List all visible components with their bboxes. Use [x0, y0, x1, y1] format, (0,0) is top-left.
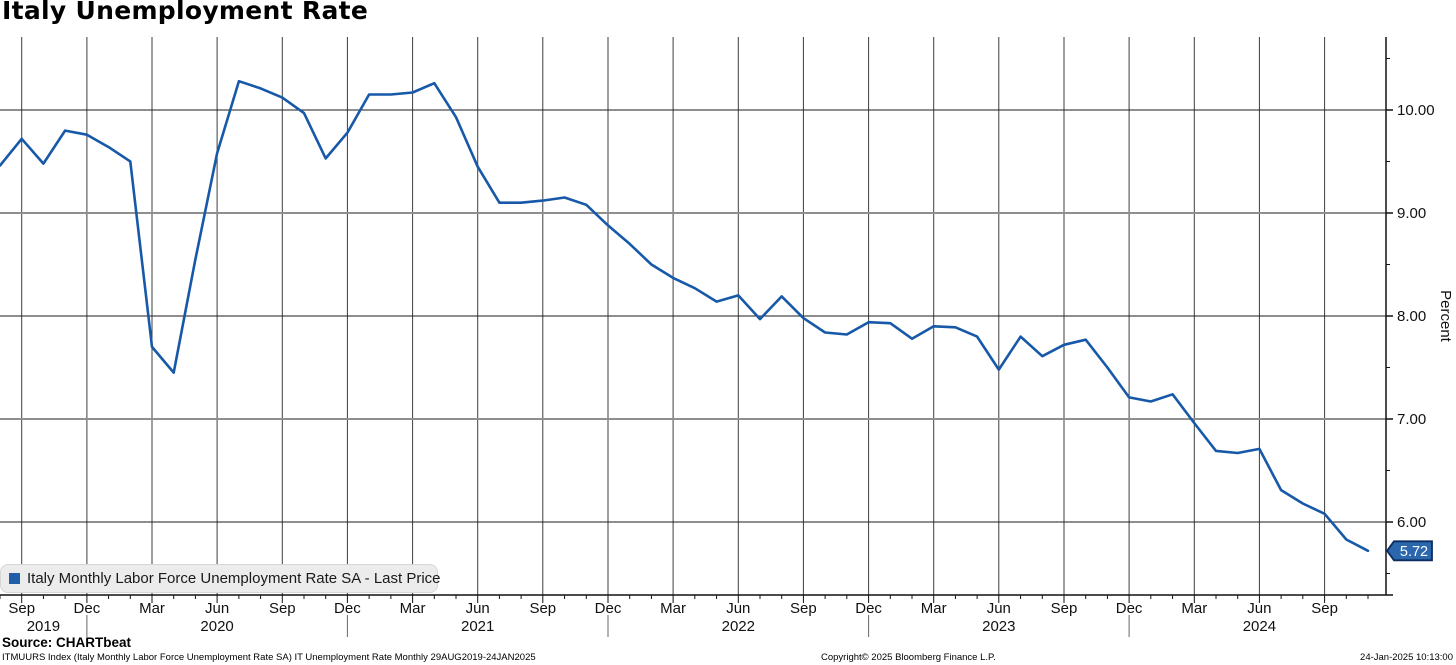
- x-axis-month-label: Jun: [1247, 600, 1271, 617]
- x-axis-year-label: 2019: [27, 618, 60, 635]
- x-axis-month-label: Jun: [726, 600, 750, 617]
- data-line: [0, 79, 1370, 553]
- y-axis-tick-label: 6.00: [1397, 514, 1426, 531]
- last-price-badge: [1385, 540, 1433, 562]
- footer-security-description: ITMUURS Index (Italy Monthly Labor Force…: [2, 652, 536, 663]
- y-axis-title: Percent: [1437, 290, 1454, 343]
- legend[interactable]: Italy Monthly Labor Force Unemployment R…: [0, 564, 441, 593]
- legend-label: Italy Monthly Labor Force Unemployment R…: [27, 570, 441, 587]
- y-axis-tick-label: 10.00: [1397, 102, 1435, 119]
- x-axis-month-label: Sep: [8, 600, 35, 617]
- x-axis-month-label: Sep: [529, 600, 556, 617]
- page-title: Italy Unemployment Rate: [2, 0, 369, 25]
- last-price-badge-value: 5.72: [1400, 544, 1428, 560]
- x-axis-month-label: Jun: [466, 600, 490, 617]
- y-axis-tick-label: 7.00: [1397, 411, 1426, 428]
- source-line: Source: CHARTbeat: [2, 635, 132, 650]
- y-axis-tick-label: 8.00: [1397, 308, 1426, 325]
- x-axis-year-label: 2024: [1243, 618, 1276, 635]
- x-axis-month-label: Dec: [595, 600, 622, 617]
- x-axis-year-label: 2020: [200, 618, 233, 635]
- x-axis-month-label: Mar: [660, 600, 686, 617]
- x-axis-year-label: 2021: [461, 618, 494, 635]
- x-axis-month-label: Mar: [1181, 600, 1207, 617]
- x-axis-month-label: Dec: [1116, 600, 1143, 617]
- y-axis-tick-label: 9.00: [1397, 205, 1426, 222]
- legend-marker-icon: [9, 573, 20, 584]
- footer-timestamp: 24-Jan-2025 10:13:00: [1360, 652, 1453, 663]
- x-axis-year-label: 2022: [722, 618, 755, 635]
- footer-copyright: Copyright© 2025 Bloomberg Finance L.P.: [821, 652, 996, 663]
- x-axis-month-label: Sep: [790, 600, 817, 617]
- x-axis-month-label: Sep: [1051, 600, 1078, 617]
- x-axis-month-label: Sep: [1311, 600, 1338, 617]
- x-axis-month-label: Sep: [269, 600, 296, 617]
- x-axis-month-label: Mar: [400, 600, 426, 617]
- x-axis-month-label: Dec: [74, 600, 101, 617]
- x-axis-month-label: Mar: [921, 600, 947, 617]
- x-axis-month-label: Dec: [855, 600, 882, 617]
- x-axis-month-label: Mar: [139, 600, 165, 617]
- x-axis-year-label: 2023: [982, 618, 1015, 635]
- x-axis-month-label: Jun: [987, 600, 1011, 617]
- x-axis-month-label: Jun: [205, 600, 229, 617]
- footer: ITMUURS Index (Italy Monthly Labor Force…: [0, 652, 1456, 665]
- x-axis-month-label: Dec: [334, 600, 361, 617]
